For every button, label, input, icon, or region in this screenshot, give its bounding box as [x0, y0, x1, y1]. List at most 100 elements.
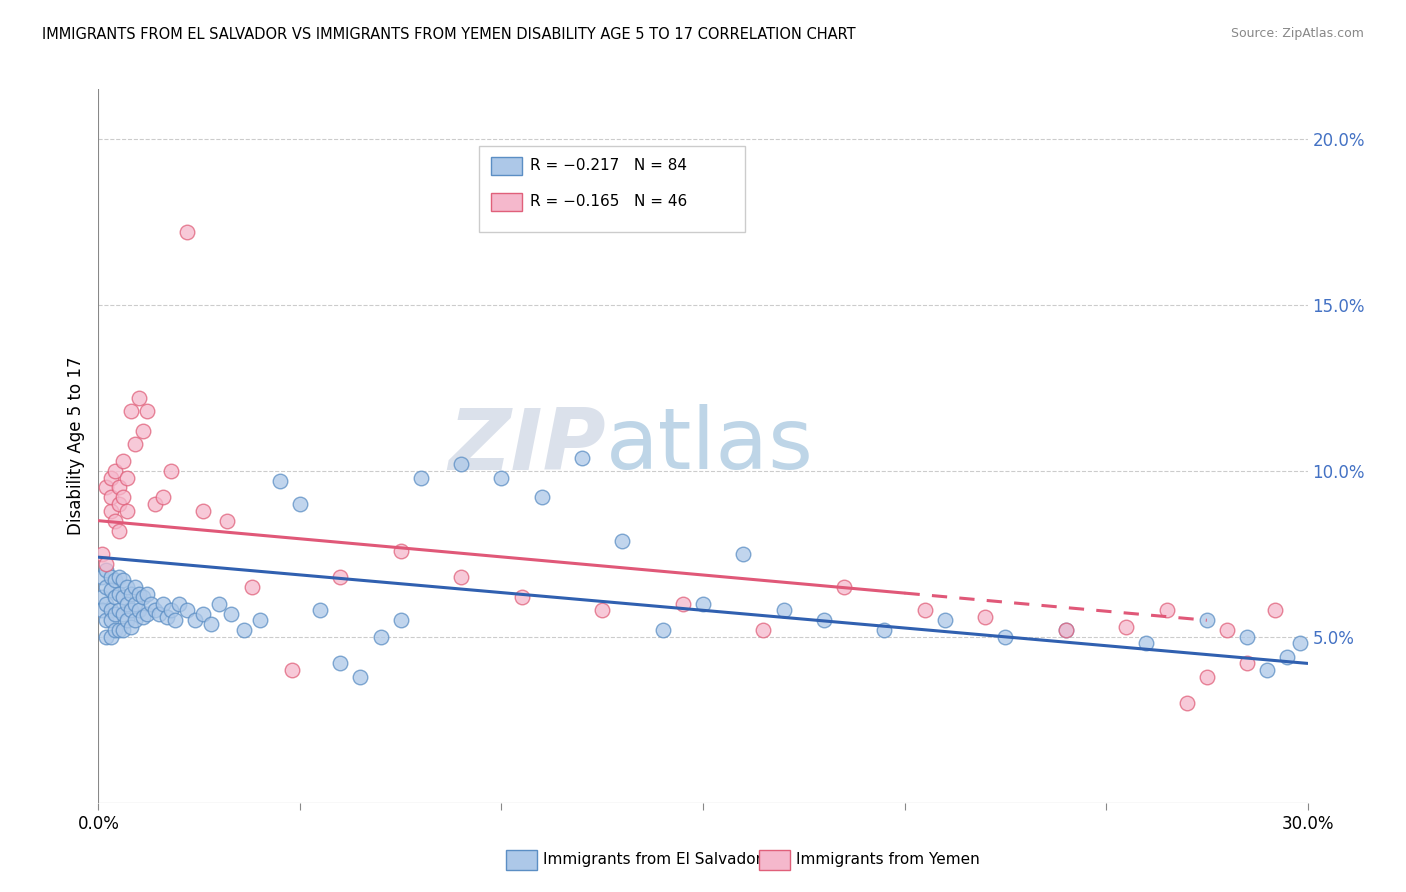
- Point: [96, 481, 118, 495]
- Point: [934, 613, 956, 627]
- Point: [107, 570, 129, 584]
- Point: [103, 607, 125, 621]
- Point: [1236, 630, 1258, 644]
- Point: [269, 474, 291, 488]
- Point: [120, 404, 142, 418]
- Point: [132, 590, 155, 604]
- Point: [100, 613, 122, 627]
- Point: [111, 454, 134, 468]
- Point: [100, 630, 122, 644]
- Point: [832, 580, 855, 594]
- Text: ZIP: ZIP: [449, 404, 606, 488]
- Point: [1277, 649, 1299, 664]
- Point: [232, 624, 254, 638]
- Point: [491, 470, 513, 484]
- Y-axis label: Disability Age 5 to 17: Disability Age 5 to 17: [66, 357, 84, 535]
- Point: [91, 603, 114, 617]
- Point: [103, 464, 125, 478]
- Point: [143, 603, 166, 617]
- Point: [135, 607, 157, 621]
- Point: [107, 624, 129, 638]
- Point: [103, 574, 125, 588]
- Point: [107, 481, 129, 495]
- Point: [692, 597, 714, 611]
- Point: [200, 616, 222, 631]
- Point: [152, 491, 174, 505]
- Text: IMMIGRANTS FROM EL SALVADOR VS IMMIGRANTS FROM YEMEN DISABILITY AGE 5 TO 17 CORR: IMMIGRANTS FROM EL SALVADOR VS IMMIGRANT…: [42, 27, 856, 42]
- Point: [100, 583, 122, 598]
- Point: [128, 587, 150, 601]
- Point: [120, 603, 142, 617]
- Point: [100, 504, 122, 518]
- Point: [107, 497, 129, 511]
- Point: [100, 570, 122, 584]
- Point: [152, 597, 174, 611]
- Bar: [492, 193, 522, 211]
- Point: [167, 597, 190, 611]
- Point: [994, 630, 1017, 644]
- Point: [1054, 624, 1077, 638]
- Text: Immigrants from Yemen: Immigrants from Yemen: [796, 853, 980, 867]
- Point: [389, 543, 412, 558]
- Point: [100, 603, 122, 617]
- Point: [111, 607, 134, 621]
- Point: [873, 624, 896, 638]
- Point: [1115, 620, 1137, 634]
- Point: [124, 437, 146, 451]
- Point: [100, 491, 122, 505]
- Point: [1288, 636, 1310, 650]
- Point: [163, 613, 186, 627]
- Point: [103, 514, 125, 528]
- Point: [128, 603, 150, 617]
- Point: [1264, 603, 1286, 617]
- Point: [349, 670, 371, 684]
- Point: [530, 491, 553, 505]
- Point: [184, 613, 207, 627]
- Point: [1236, 657, 1258, 671]
- Point: [156, 610, 179, 624]
- Point: [329, 570, 352, 584]
- Point: [1216, 624, 1239, 638]
- Text: R = −0.165   N = 46: R = −0.165 N = 46: [530, 194, 688, 209]
- Point: [124, 580, 146, 594]
- Point: [249, 613, 271, 627]
- Point: [96, 557, 118, 571]
- Point: [510, 590, 533, 604]
- Point: [176, 225, 198, 239]
- Point: [208, 597, 231, 611]
- Point: [143, 497, 166, 511]
- Point: [135, 587, 157, 601]
- Point: [389, 613, 412, 627]
- Point: [1054, 624, 1077, 638]
- Point: [193, 504, 215, 518]
- Point: [107, 587, 129, 601]
- Point: [772, 603, 794, 617]
- Point: [672, 597, 695, 611]
- Point: [135, 404, 157, 418]
- Text: Immigrants from El Salvador: Immigrants from El Salvador: [543, 853, 762, 867]
- Point: [96, 564, 118, 578]
- Point: [752, 624, 775, 638]
- Point: [100, 470, 122, 484]
- Point: [115, 470, 138, 484]
- Point: [115, 504, 138, 518]
- Point: [591, 603, 613, 617]
- Point: [160, 603, 183, 617]
- Point: [571, 450, 593, 465]
- Point: [974, 610, 997, 624]
- Point: [91, 570, 114, 584]
- Bar: [492, 157, 522, 175]
- Point: [176, 603, 198, 617]
- Point: [370, 630, 392, 644]
- Point: [914, 603, 936, 617]
- Point: [1195, 670, 1218, 684]
- Point: [450, 570, 472, 584]
- Point: [107, 524, 129, 538]
- Point: [240, 580, 263, 594]
- Point: [733, 547, 755, 561]
- Point: [409, 470, 432, 484]
- Point: [111, 574, 134, 588]
- Point: [111, 491, 134, 505]
- Text: Source: ZipAtlas.com: Source: ZipAtlas.com: [1230, 27, 1364, 40]
- Point: [107, 603, 129, 617]
